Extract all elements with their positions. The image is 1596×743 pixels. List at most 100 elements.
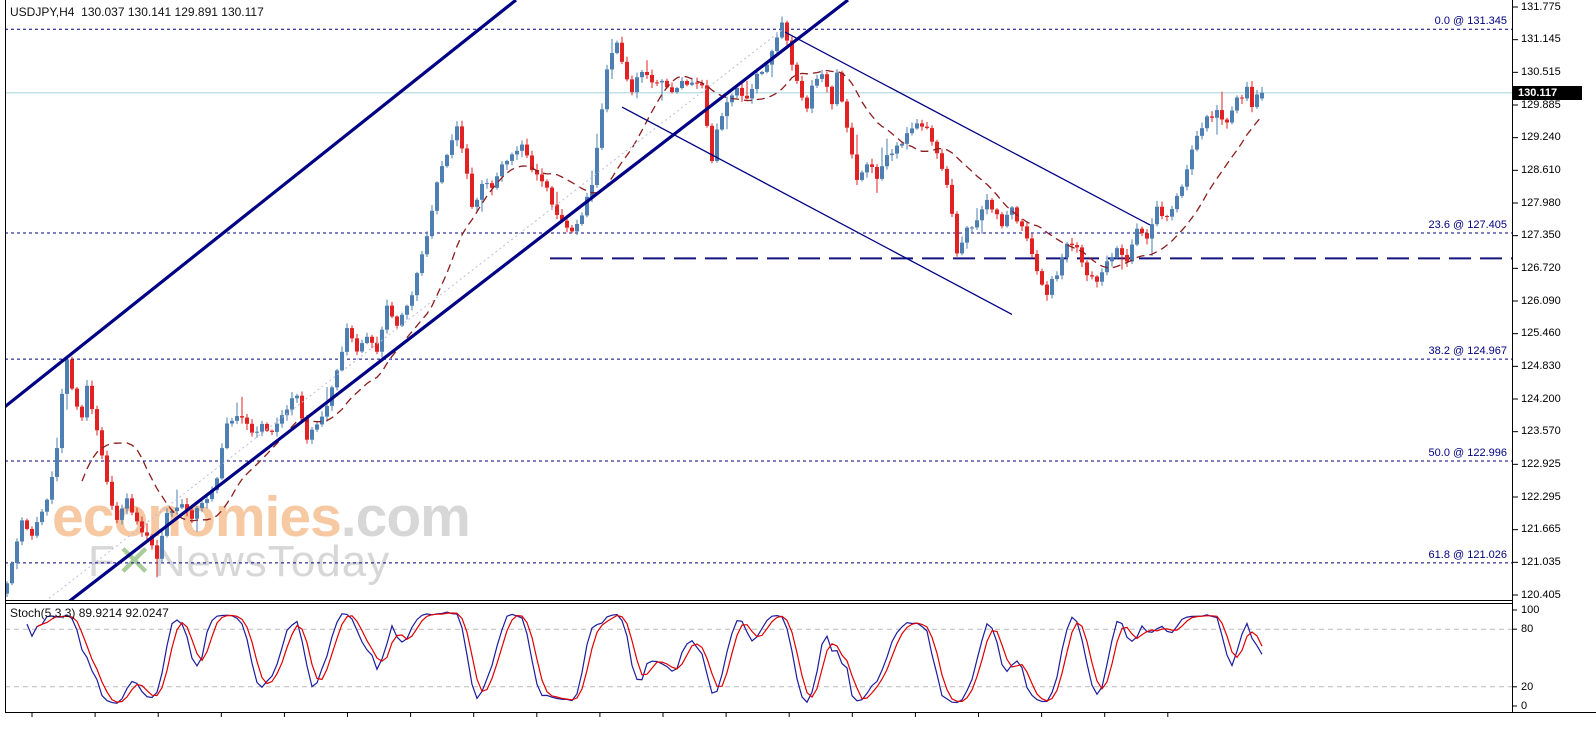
candlestick [810, 85, 814, 109]
candlestick [455, 126, 459, 141]
candlestick [520, 144, 524, 151]
candlestick [570, 227, 574, 232]
candlestick [930, 128, 934, 142]
price-axis[interactable]: 131.775 131.145 130.515 129.885 129.240 128.6… [1513, 0, 1596, 713]
candlestick [630, 79, 634, 93]
candlestick [385, 305, 389, 330]
descending-channel-upper-line[interactable] [784, 31, 1151, 226]
candlestick [115, 505, 119, 520]
fib-baseline-line[interactable] [45, 28, 784, 601]
stoch-axis-label: 100 [1521, 604, 1540, 616]
price-axis-label: 127.350 [1521, 229, 1561, 242]
candlestick [230, 420, 234, 424]
candlestick [355, 338, 359, 352]
candlestick [995, 209, 999, 215]
ascending-channel-lower-line[interactable] [67, 0, 849, 603]
candlestick [420, 254, 424, 274]
candlestick [985, 199, 989, 210]
candlestick [895, 145, 899, 154]
candlestick [65, 359, 69, 394]
candlestick [445, 154, 449, 167]
ascending-channel-upper-line[interactable] [0, 0, 517, 411]
candlestick [980, 209, 984, 221]
candlestick [775, 37, 779, 52]
candlestick [625, 61, 629, 80]
candlestick [305, 418, 309, 440]
candlestick [370, 336, 374, 343]
time-axis-border [5, 712, 1596, 713]
candlestick [700, 83, 704, 86]
candlestick [150, 535, 154, 546]
candlestick [130, 498, 134, 513]
candlestick [530, 155, 534, 171]
stoch-axis-label: 80 [1521, 623, 1534, 636]
axis-separator [1512, 0, 1513, 713]
candlestick [405, 305, 409, 315]
candlestick [100, 430, 104, 456]
time-axis[interactable]: 23 Mar 202228 Mar 08:0031 Mar 00:004 Apr… [0, 713, 1596, 743]
candlestick [990, 199, 994, 210]
candlestick [665, 80, 669, 88]
candlestick [335, 370, 339, 388]
candlestick [605, 69, 609, 110]
candlestick [1160, 206, 1164, 216]
candlestick [840, 72, 844, 102]
candlestick [1075, 245, 1079, 248]
descending-channel-lower-line[interactable] [621, 106, 1013, 316]
candlestick [585, 196, 589, 216]
candlestick [875, 166, 879, 179]
panel-separator-top[interactable] [5, 600, 1513, 601]
candlestick [620, 42, 624, 62]
candlestick [480, 184, 484, 200]
candlestick [295, 395, 299, 399]
candlestick [1260, 92, 1264, 99]
candlestick [205, 499, 209, 503]
candlestick [550, 187, 554, 205]
candlestick [195, 508, 199, 519]
candlestick [245, 417, 249, 424]
candlestick [650, 74, 654, 83]
candlestick [170, 511, 174, 513]
candlestick [830, 86, 834, 105]
candlestick [120, 508, 124, 520]
candlestick [855, 154, 859, 180]
price-axis-label: 131.775 [1521, 0, 1561, 13]
candlestick [960, 242, 964, 254]
candlestick [360, 343, 364, 352]
candlestick [1135, 228, 1139, 245]
candlestick [1035, 253, 1039, 272]
candlestick [590, 185, 594, 197]
candlestick [1150, 224, 1154, 239]
panel-separator-bottom[interactable] [5, 603, 1513, 604]
candlestick [635, 77, 639, 93]
candlestick [415, 273, 419, 296]
candlestick [850, 127, 854, 155]
candlestick [655, 82, 659, 84]
candlestick [255, 431, 259, 433]
candlestick [1180, 186, 1184, 196]
candlestick [210, 490, 214, 500]
candlestick [365, 336, 369, 344]
candlestick [75, 388, 79, 407]
price-axis-label: 124.200 [1521, 392, 1561, 405]
candlestick [350, 328, 354, 339]
candlestick [640, 72, 644, 78]
candlestick [1095, 276, 1099, 282]
candlestick [935, 141, 939, 154]
candlestick [710, 125, 714, 162]
candlestick [160, 535, 164, 559]
candlestick [1020, 221, 1024, 227]
candlestick [320, 416, 324, 425]
candlestick [125, 498, 129, 509]
candlestick [805, 97, 809, 109]
current-price-tag: 130.117 [1513, 85, 1582, 100]
candlestick [20, 520, 24, 542]
candlestick [1220, 110, 1224, 120]
candlestick [190, 510, 194, 519]
candlestick [555, 204, 559, 215]
candlestick [15, 541, 19, 564]
candlestick [85, 385, 89, 418]
candlestick [1040, 271, 1044, 285]
